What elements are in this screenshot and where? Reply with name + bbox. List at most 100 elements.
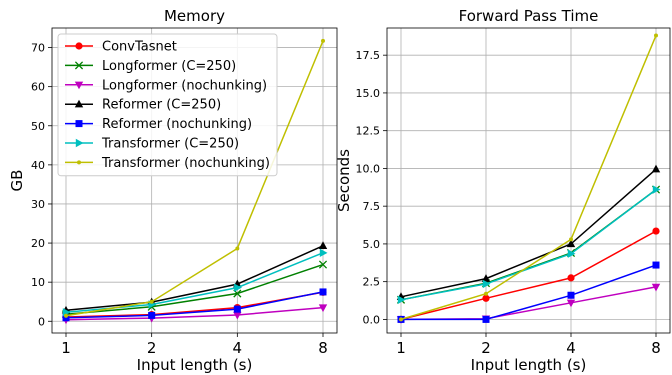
time-data-point xyxy=(567,274,575,282)
legend-label: Longformer (nochunking) xyxy=(102,78,267,93)
time-data-point xyxy=(482,294,490,302)
legend-marker xyxy=(74,81,84,90)
memory-y-tick-label: 60 xyxy=(31,81,45,94)
memory-series-line xyxy=(65,40,324,317)
memory-data-point xyxy=(233,305,241,313)
time-data-point xyxy=(651,164,661,173)
memory-y-tick-label: 10 xyxy=(31,276,45,289)
time-data-point xyxy=(652,227,660,235)
memory-plot-frame xyxy=(51,27,338,334)
time-data-point xyxy=(566,299,576,308)
memory-y-tick-label: 50 xyxy=(31,120,45,133)
memory-x-tick-label: 1 xyxy=(61,339,71,357)
memory-y-tick-label: 20 xyxy=(31,237,45,250)
time-data-point xyxy=(567,291,575,299)
legend-item-reformer-nochunking: Reformer (nochunking) xyxy=(65,117,252,132)
time-plot-frame xyxy=(386,27,671,334)
legend-item-transformer-nochunking: Transformer (nochunking) xyxy=(65,156,270,171)
memory-data-point xyxy=(318,304,328,313)
time-x-axis-label: Input length (s) xyxy=(471,356,587,374)
memory-data-point xyxy=(318,241,328,250)
legend-label: Reformer (C=250) xyxy=(102,98,221,113)
time-data-point xyxy=(397,295,406,304)
legend-label: Transformer (C=250) xyxy=(101,137,239,152)
time-series-line xyxy=(401,264,657,321)
memory-y-tick-label: 30 xyxy=(31,198,45,211)
time-data-point xyxy=(481,274,491,282)
legend-item-longformer-nochunking: Longformer (nochunking) xyxy=(65,78,267,93)
time-y-tick-label: 7.5 xyxy=(363,200,381,213)
time-data-point xyxy=(482,315,490,323)
time-data-point xyxy=(654,33,658,38)
legend-box xyxy=(57,33,278,177)
legend-marker xyxy=(75,120,83,128)
memory-chart-title: Memory xyxy=(164,7,225,25)
memory-x-axis-label: Input length (s) xyxy=(137,356,253,374)
time-chart-title: Forward Pass Time xyxy=(459,7,599,25)
memory-y-tick-label: 70 xyxy=(31,42,45,55)
legend-label: Longformer (C=250) xyxy=(102,59,236,74)
time-y-tick-label: 2.5 xyxy=(363,276,381,289)
memory-x-tick-label: 8 xyxy=(318,339,328,357)
memory-data-point xyxy=(149,299,154,304)
memory-data-point xyxy=(64,313,68,318)
time-data-point xyxy=(484,291,488,296)
memory-series-line xyxy=(65,245,324,312)
time-series-line xyxy=(400,230,657,321)
legend-item-reformer-c-250: Reformer (C=250) xyxy=(65,98,221,113)
legend-marker xyxy=(75,42,83,50)
memory-series-line xyxy=(65,263,324,315)
time-y-tick-label: 12.5 xyxy=(356,125,381,138)
legend-item-convtasnet: ConvTasnet xyxy=(65,40,177,55)
time-series-transformer-nochunking xyxy=(399,33,658,322)
memory-data-point xyxy=(321,38,325,43)
memory-data-point xyxy=(319,248,328,258)
memory-chart: Memory Input length (s) GB 1 2 4 8 0 10 20 30 40… xyxy=(8,7,338,374)
time-x-tick-label: 1 xyxy=(396,339,406,357)
time-data-point xyxy=(399,317,403,322)
time-data-point xyxy=(652,185,661,194)
time-data-point xyxy=(567,249,576,258)
legend-marker xyxy=(74,61,84,70)
memory-data-point xyxy=(234,283,242,292)
memory-data-point xyxy=(148,311,156,319)
memory-data-point xyxy=(318,260,328,269)
memory-y-tick-label: 0 xyxy=(38,315,45,328)
legend-item-transformer-c-250: Transformer (C=250) xyxy=(65,137,239,152)
time-data-point xyxy=(566,239,576,248)
time-y-tick-label: 15.0 xyxy=(356,87,381,100)
time-x-tick-label: 2 xyxy=(481,339,491,357)
memory-y-tick-label: 40 xyxy=(31,159,45,172)
legend-label: Transformer (nochunking) xyxy=(101,156,270,171)
memory-series-transformer-nochunking xyxy=(64,38,325,318)
legend-marker xyxy=(74,99,84,108)
time-data-point xyxy=(651,283,661,292)
memory-series-line xyxy=(65,291,324,319)
time-y-tick-label: 0.0 xyxy=(363,313,381,326)
memory-y-axis-label: GB xyxy=(8,170,26,192)
memory-data-point xyxy=(233,311,242,320)
time-y-tick-label: 10.0 xyxy=(356,162,381,175)
time-y-tick-label: 17.5 xyxy=(356,49,381,62)
time-data-point xyxy=(652,261,660,269)
time-y-tick-label: 5.0 xyxy=(363,238,381,251)
time-data-point xyxy=(569,237,573,242)
time-x-tick-label: 8 xyxy=(651,339,661,357)
legend-marker xyxy=(75,138,84,148)
legend-marker xyxy=(77,160,81,165)
legend-label: Reformer (nochunking) xyxy=(102,117,252,132)
time-series-line xyxy=(400,168,657,298)
memory-data-point xyxy=(235,246,240,251)
time-series-line xyxy=(400,35,657,321)
time-series-line xyxy=(400,189,657,301)
legend-label: ConvTasnet xyxy=(102,40,177,55)
memory-x-tick-label: 4 xyxy=(233,339,243,357)
memory-x-tick-label: 2 xyxy=(147,339,157,357)
time-series-transformer-c-250 xyxy=(397,185,661,304)
memory-data-point xyxy=(319,288,327,296)
time-y-axis-label: Seconds xyxy=(335,149,353,212)
legend-item-longformer-c-250: Longformer (C=250) xyxy=(65,59,236,74)
memory-legend: ConvTasnet Longformer (C=250) Longformer (… xyxy=(57,33,278,177)
time-data-point xyxy=(482,279,491,289)
